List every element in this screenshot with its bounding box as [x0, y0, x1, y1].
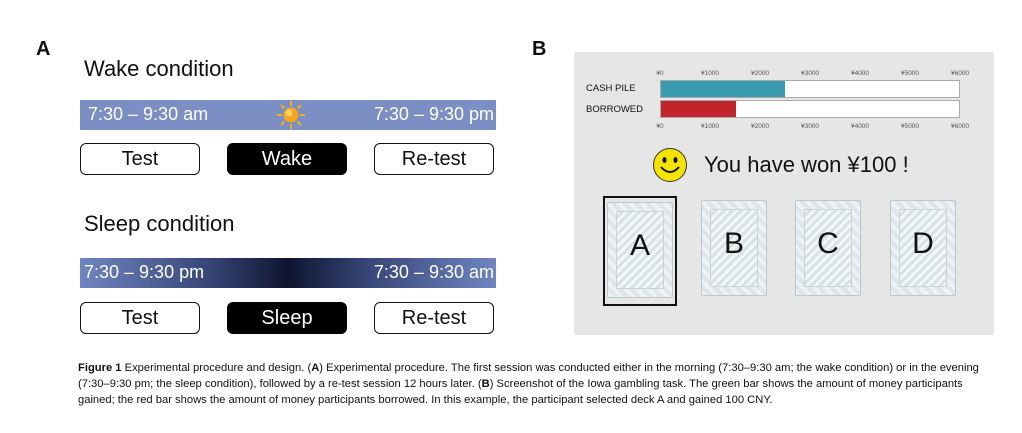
- smiley-icon: [653, 148, 687, 182]
- caption-text-1: Experimental procedure and design. (: [121, 362, 312, 374]
- top-tick-0: ¥0: [656, 70, 664, 77]
- top-tick-1: ¥1000: [700, 70, 720, 77]
- bottom-tick-1: ¥1000: [700, 123, 720, 130]
- sleep-band-right: 7:30 – 9:30 am: [373, 262, 494, 282]
- wake-step-test: Test: [80, 143, 200, 175]
- selected-deck-frame: [603, 196, 677, 306]
- top-tick-6: ¥6000: [950, 70, 970, 77]
- win-message: You have won ¥100 !: [704, 152, 909, 177]
- top-tick-5: ¥5000: [900, 70, 920, 77]
- wake-step-retest: Re-test: [374, 143, 494, 175]
- deck-b-letter: B: [723, 227, 744, 260]
- deck-a-letter: A: [629, 229, 650, 262]
- deck-d[interactable]: D: [890, 200, 956, 296]
- bottom-tick-0: ¥0: [656, 123, 664, 130]
- borrowed-track: [660, 100, 960, 118]
- moon-icon: [280, 262, 299, 283]
- bottom-tick-6: ¥6000: [950, 123, 970, 130]
- caption-label: Figure 1: [78, 362, 122, 374]
- deck-a[interactable]: A: [607, 202, 673, 298]
- caption-a: A: [311, 362, 320, 374]
- bottom-tick-3: ¥3000: [800, 123, 820, 130]
- caption-text-3: ) Screenshot of the Iowa gambling task. …: [78, 378, 963, 406]
- deck-b[interactable]: B: [701, 200, 767, 296]
- panel-a-letter: A: [36, 38, 51, 60]
- caption-text-2: ) Experimental procedure. The first sess…: [78, 362, 979, 390]
- wake-step-wake: Wake: [227, 143, 347, 175]
- deck-c[interactable]: C: [795, 200, 861, 296]
- caption-b: B: [481, 378, 490, 390]
- sleep-condition-title: Sleep condition: [84, 211, 235, 236]
- bottom-tick-5: ¥5000: [900, 123, 920, 130]
- sleep-time-band: 7:30 – 9:30 pm 7:30 – 9:30 am: [80, 258, 496, 288]
- top-tick-4: ¥4000: [850, 70, 870, 77]
- wake-band-right: 7:30 – 9:30 pm: [373, 104, 494, 124]
- cash-pile-label: CASH PILE: [586, 83, 636, 94]
- borrowed-label: BORROWED: [586, 104, 643, 115]
- wake-condition-title: Wake condition: [84, 56, 234, 81]
- cash-pile-track: [660, 80, 960, 98]
- figure-caption: Figure 1 Experimental procedure and desi…: [78, 360, 994, 408]
- sleep-band-left: 7:30 – 9:30 pm: [84, 262, 205, 282]
- sleep-step-retest: Re-test: [374, 302, 494, 334]
- deck-d-letter: D: [912, 227, 934, 260]
- top-tick-3: ¥3000: [800, 70, 820, 77]
- sleep-step-test: Test: [80, 302, 200, 334]
- bottom-tick-2: ¥2000: [750, 123, 770, 130]
- cash-pile-bar: [661, 81, 786, 97]
- wake-time-band: 7:30 – 9:30 am 7:30 – 9:30 pm: [80, 100, 496, 130]
- sun-icon: [277, 101, 305, 129]
- bottom-tick-4: ¥4000: [850, 123, 870, 130]
- panel-b-letter: B: [532, 38, 547, 60]
- iowa-task-screenshot: ¥0 ¥1000 ¥2000 ¥3000 ¥4000 ¥5000 ¥6000 CASH PI…: [574, 52, 994, 335]
- sleep-step-sleep: Sleep: [227, 302, 347, 334]
- deck-c-letter: C: [817, 227, 839, 260]
- borrowed-bar: [661, 101, 736, 117]
- top-tick-2: ¥2000: [750, 70, 770, 77]
- wake-band-left: 7:30 – 9:30 am: [88, 104, 209, 124]
